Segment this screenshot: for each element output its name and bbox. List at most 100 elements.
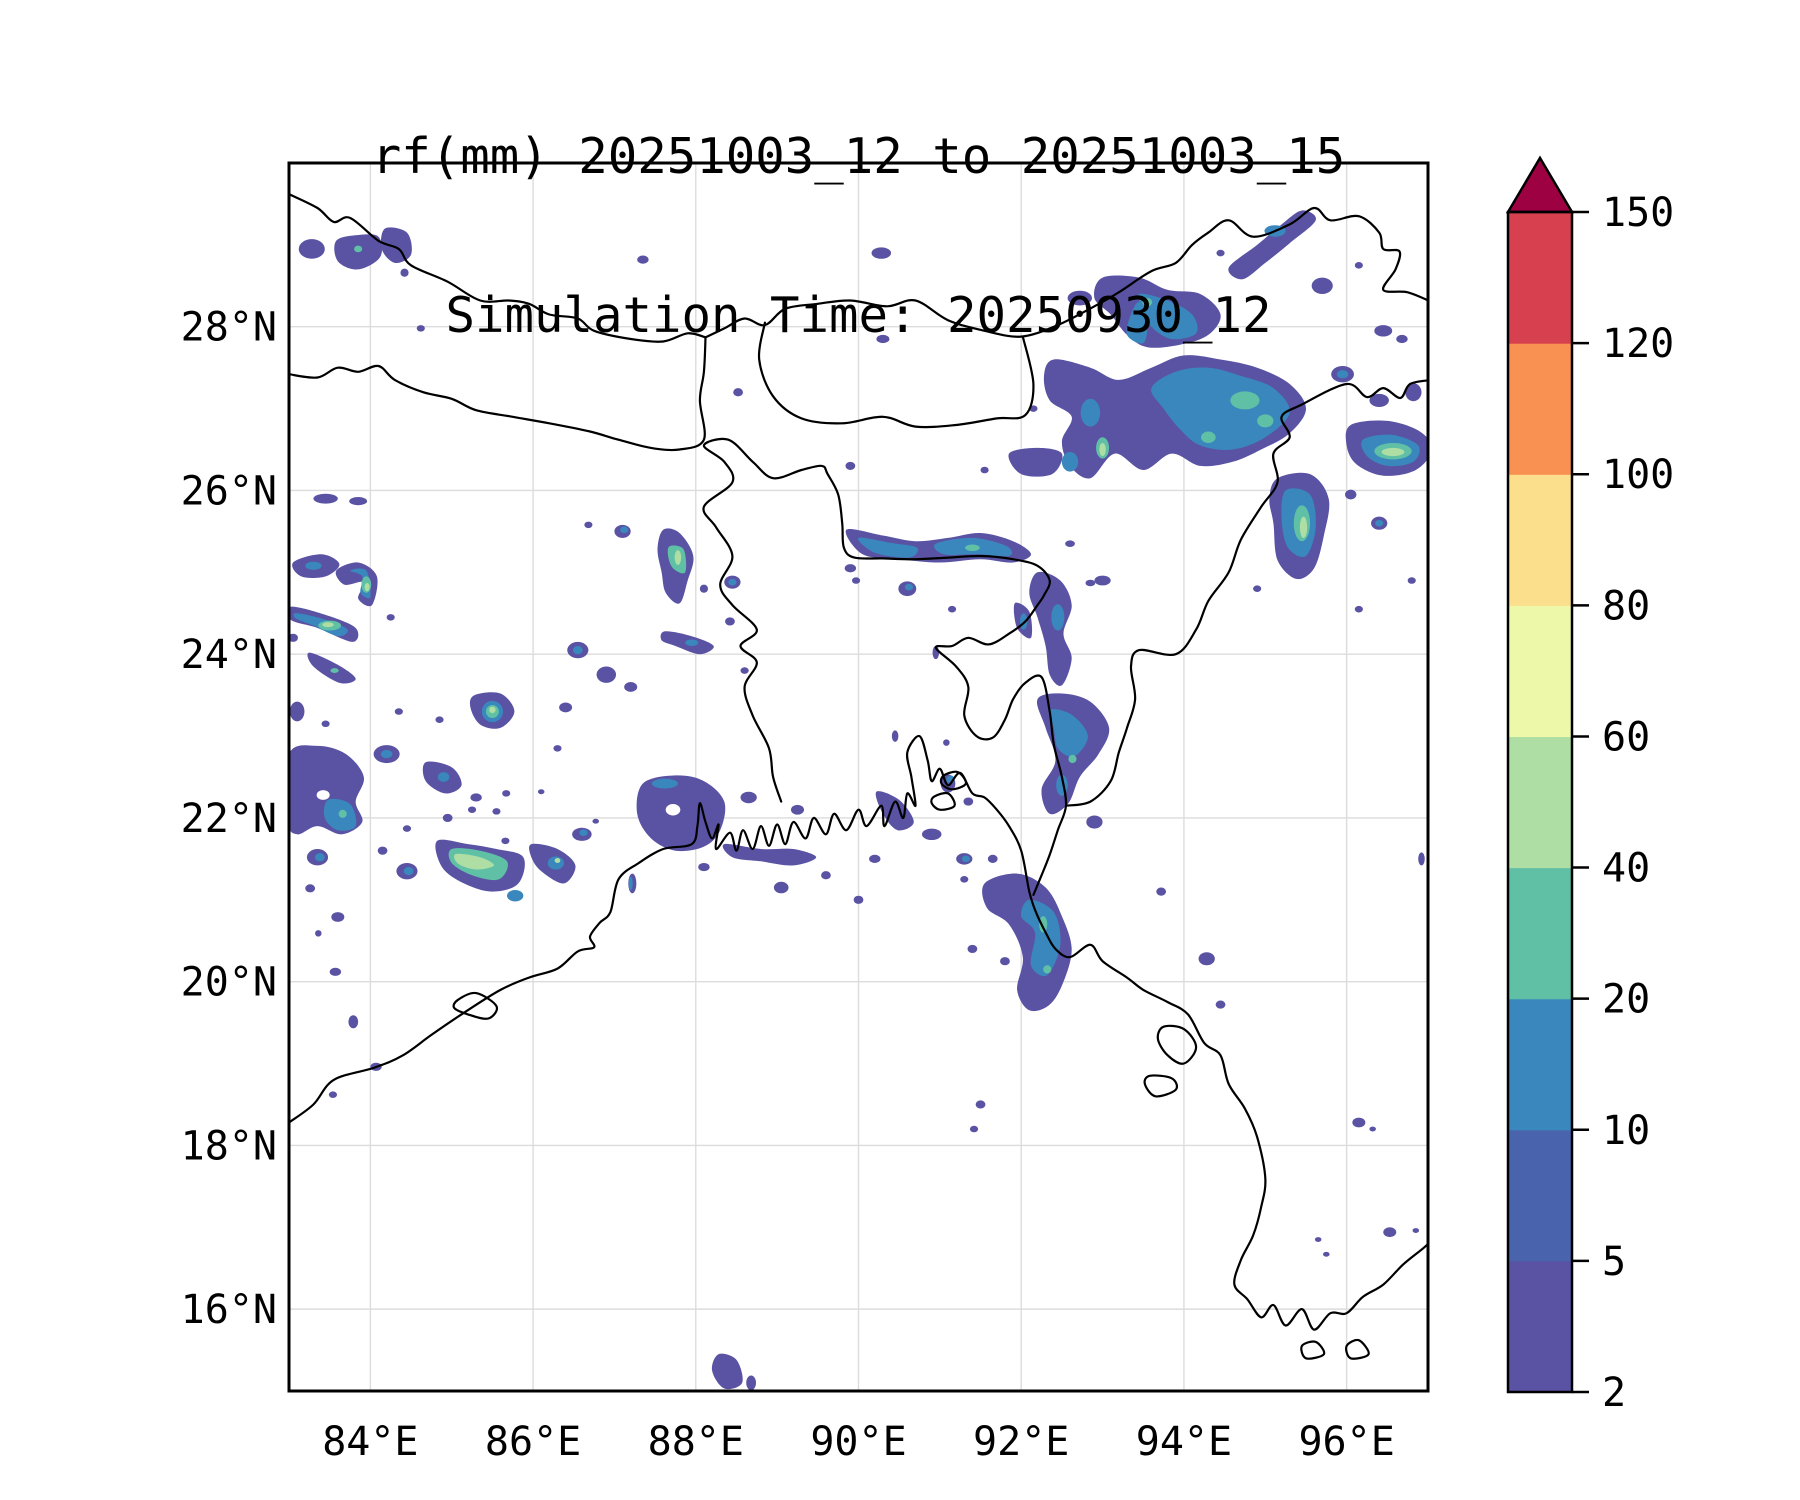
colorbar-label: 40 — [1602, 846, 1650, 892]
rain-patch — [298, 239, 325, 259]
rain-patch — [1061, 451, 1079, 472]
rain-patch — [349, 497, 368, 506]
rain-patch — [1257, 414, 1274, 428]
rain-patch — [1085, 579, 1096, 587]
y-tick-label: 26°N — [181, 468, 277, 514]
rain-patch — [402, 825, 412, 832]
rain-patch — [733, 388, 743, 397]
border-cheduba-island — [1143, 1074, 1179, 1098]
colorbar-segment — [1508, 605, 1572, 738]
colorbar-label: 150 — [1602, 190, 1674, 236]
rain-patch — [501, 837, 510, 845]
rain-patch — [386, 614, 395, 621]
rain-patch — [1043, 965, 1052, 974]
rain-patch — [1412, 1228, 1420, 1233]
y-axis-tick-labels: 28°N 26°N 24°N 22°N 20°N 18°N 16°N — [181, 305, 277, 1333]
colorbar-segment — [1508, 212, 1572, 344]
rain-patch — [1381, 447, 1405, 457]
rain-patch — [502, 790, 511, 797]
rain-patch — [507, 889, 524, 902]
colorbar — [1505, 155, 1575, 1394]
rain-patch — [470, 793, 482, 802]
x-tick-label: 92°E — [973, 1419, 1069, 1465]
colorbar-label: 80 — [1602, 583, 1650, 629]
y-tick-label: 22°N — [181, 796, 277, 842]
rain-patch — [1396, 334, 1408, 344]
rain-patch — [1099, 442, 1106, 457]
rain-patch — [1253, 585, 1262, 592]
rain-patch — [1336, 370, 1349, 379]
rain-patch — [728, 578, 737, 586]
rain-patch — [289, 701, 305, 722]
border-himalaya-china — [704, 206, 1428, 339]
rain-patch — [960, 876, 969, 883]
rain-patch — [961, 855, 970, 863]
colorbar-segment — [1508, 474, 1572, 606]
rain-patch — [1137, 293, 1198, 340]
rain-patch — [1151, 367, 1290, 450]
rain-patch — [1405, 383, 1422, 402]
border-delta-islet-1 — [1300, 1340, 1326, 1360]
rain-patch — [965, 544, 980, 552]
rain-patch — [328, 1091, 338, 1098]
rain-patch — [725, 617, 735, 626]
rain-patch — [1216, 249, 1225, 257]
rain-patch — [403, 867, 414, 876]
rain-patch — [492, 808, 501, 815]
rain-patch — [947, 605, 957, 613]
title-line-1: rf(mm) 20251003_12 to 20251003_15 — [371, 128, 1346, 185]
rain-patch — [1215, 1000, 1226, 1009]
border-nepal-north — [289, 193, 707, 343]
rain-patch — [1080, 398, 1101, 427]
rain-patch — [1418, 852, 1425, 866]
x-tick-label: 90°E — [810, 1419, 906, 1465]
rain-patch — [844, 564, 857, 573]
rain-patch — [845, 461, 856, 471]
rain-patch — [1000, 957, 1010, 966]
rain-patch — [313, 493, 338, 504]
rain-patch — [400, 268, 409, 277]
border-hatiya-island — [939, 770, 968, 791]
rain-patch — [1345, 489, 1357, 500]
rain-patch — [637, 255, 649, 264]
rain-patch — [437, 772, 450, 782]
rain-patch — [651, 778, 678, 789]
colorbar-label: 120 — [1602, 321, 1674, 367]
rain-patch — [553, 745, 562, 752]
colorbar-label: 20 — [1602, 977, 1650, 1023]
y-tick-label: 24°N — [181, 632, 277, 678]
x-tick-label: 84°E — [322, 1419, 418, 1465]
rain-patch — [454, 853, 495, 870]
border-bhutan — [757, 321, 1035, 429]
rain-patch — [1314, 1237, 1322, 1243]
rain-patch — [1068, 754, 1077, 764]
rain-patch — [1352, 1117, 1366, 1128]
border-nepal-south — [289, 336, 707, 452]
x-tick-label: 88°E — [648, 1419, 744, 1465]
rain-patch — [1323, 1251, 1330, 1257]
colorbar-label: 5 — [1602, 1239, 1626, 1285]
rain-patch — [740, 791, 757, 804]
rain-patch — [1142, 298, 1153, 307]
rain-patch — [967, 944, 978, 954]
rain-patch — [1299, 516, 1308, 538]
rain-patch — [722, 843, 817, 866]
title-line-2: Simulation Time: 20250930_12 — [445, 287, 1272, 344]
rain-patch — [596, 666, 617, 683]
rain-patch — [1407, 577, 1416, 584]
rain-patch — [547, 856, 564, 870]
rain-patch — [969, 1125, 979, 1133]
colorbar-label: 2 — [1602, 1370, 1626, 1416]
y-tick-label: 20°N — [181, 960, 277, 1006]
rain-patch — [685, 639, 699, 647]
rain-patch — [559, 702, 573, 713]
colorbar-over-arrow — [1505, 155, 1575, 214]
country-borders-coastlines — [289, 193, 1428, 1360]
x-tick-label: 94°E — [1136, 1419, 1232, 1465]
rain-patch — [773, 881, 789, 894]
rain-patch — [1230, 391, 1260, 410]
rain-patch — [442, 813, 453, 823]
rain-patch — [1021, 899, 1061, 977]
